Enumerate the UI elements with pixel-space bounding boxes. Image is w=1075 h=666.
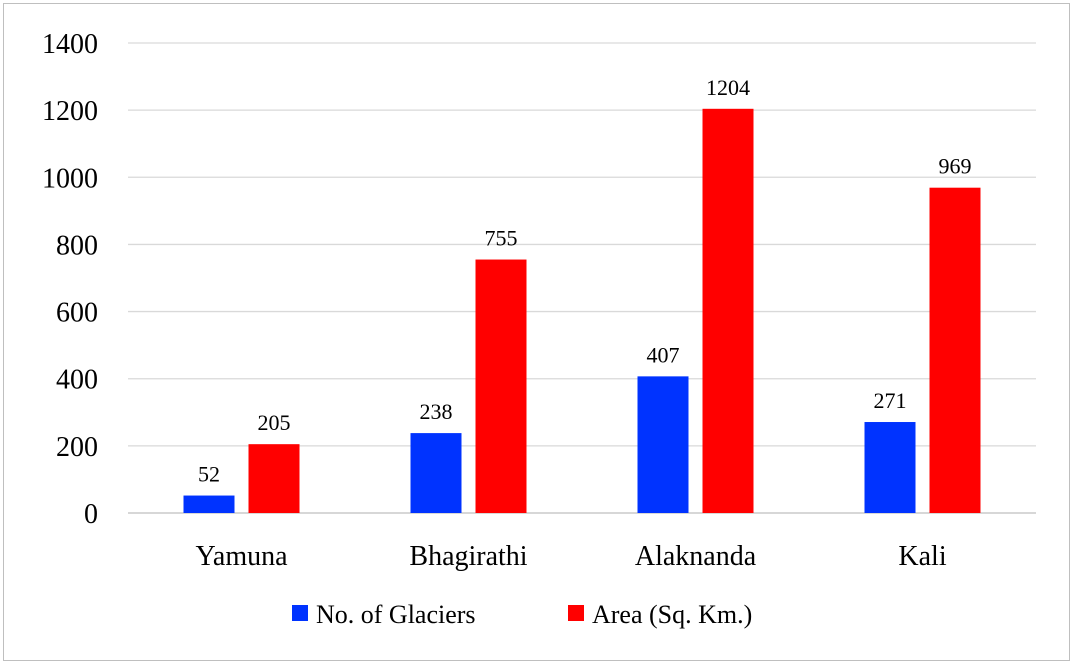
bar-yamuna-series-0 bbox=[183, 495, 235, 513]
data-labels: 52 205 238 755 407 1204 271 969 bbox=[198, 75, 972, 487]
bar-bhagirathi-series-1 bbox=[475, 259, 527, 513]
bars bbox=[183, 108, 981, 514]
legend: No. of Glaciers Area (Sq. Km.) bbox=[292, 600, 752, 629]
x-axis: Yamuna Bhagirathi Alaknanda Kali bbox=[195, 541, 946, 572]
bar-alaknanda-series-1 bbox=[702, 108, 754, 514]
x-tick-label: Kali bbox=[898, 541, 946, 572]
x-tick-label: Yamuna bbox=[195, 541, 288, 572]
data-label: 205 bbox=[258, 410, 291, 435]
y-tick-label: 200 bbox=[56, 432, 98, 463]
x-tick-label: Bhagirathi bbox=[409, 541, 527, 572]
y-tick-label: 400 bbox=[56, 365, 98, 396]
x-tick-label: Alaknanda bbox=[635, 541, 757, 572]
bar-yamuna-series-1 bbox=[248, 444, 300, 513]
y-axis: 0 200 400 600 800 1000 1200 1400 bbox=[42, 29, 98, 530]
chart-frame bbox=[3, 3, 1070, 661]
data-label: 407 bbox=[647, 342, 680, 367]
legend-entry: Area (Sq. Km.) bbox=[592, 600, 752, 629]
data-label: 755 bbox=[485, 226, 518, 251]
legend-swatch bbox=[292, 605, 308, 621]
data-label: 238 bbox=[420, 399, 453, 424]
data-label: 1204 bbox=[706, 75, 750, 100]
data-label: 271 bbox=[874, 388, 907, 413]
y-tick-label: 0 bbox=[84, 499, 98, 530]
y-tick-label: 800 bbox=[56, 230, 98, 261]
legend-swatch bbox=[568, 605, 584, 621]
data-label: 52 bbox=[198, 462, 220, 487]
data-label: 969 bbox=[939, 154, 972, 179]
y-tick-label: 1200 bbox=[42, 96, 98, 127]
bar-alaknanda-series-0 bbox=[637, 376, 689, 513]
legend-entry: No. of Glaciers bbox=[316, 600, 476, 629]
y-tick-label: 1000 bbox=[42, 163, 98, 194]
y-tick-label: 1400 bbox=[42, 29, 98, 60]
y-tick-label: 600 bbox=[56, 298, 98, 329]
bar-kali-series-1 bbox=[929, 187, 981, 513]
bar-kali-series-0 bbox=[864, 422, 916, 513]
bar-bhagirathi-series-0 bbox=[410, 433, 462, 513]
